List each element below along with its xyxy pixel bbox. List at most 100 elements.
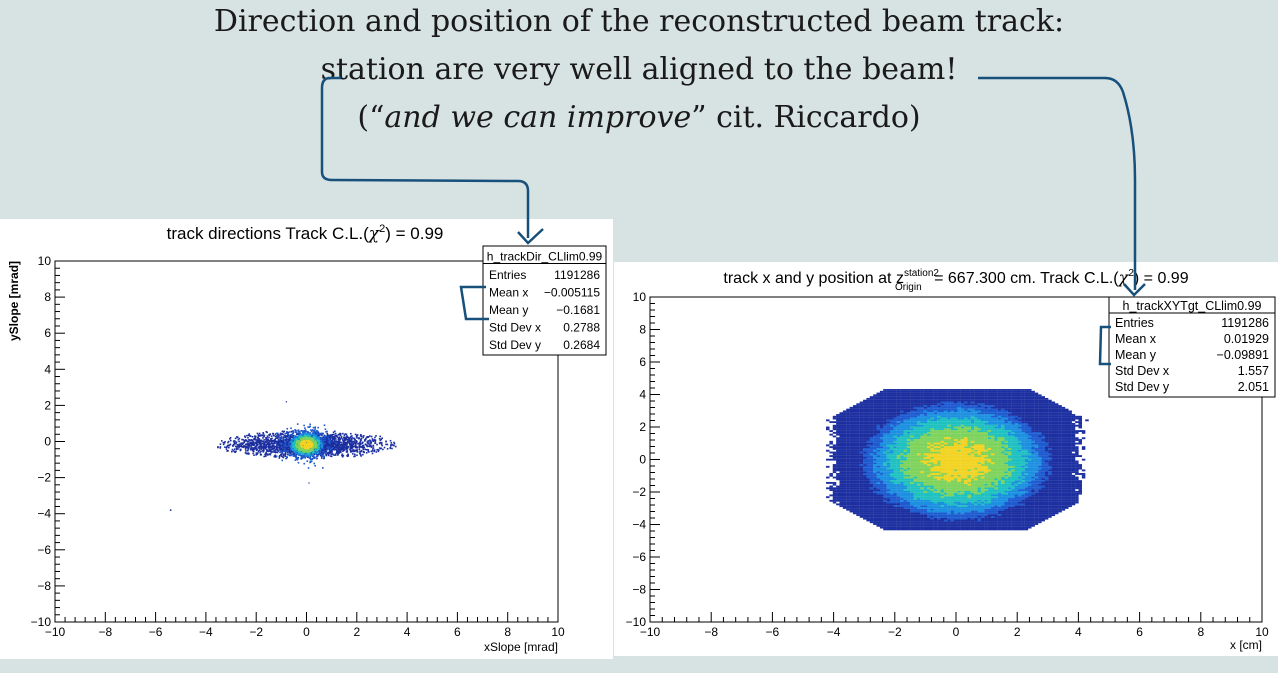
heat-cell xyxy=(312,432,314,435)
heat-cell xyxy=(292,431,295,434)
heat-cell xyxy=(889,414,894,416)
heat-cell xyxy=(839,449,844,452)
heat-cell xyxy=(329,452,331,455)
heat-cell xyxy=(836,453,840,456)
heat-cell xyxy=(869,421,874,424)
heat-cell xyxy=(869,521,874,524)
heat-cell xyxy=(1001,405,1005,407)
heat-cell xyxy=(940,392,944,395)
heat-cell xyxy=(893,412,897,415)
heat-cell xyxy=(326,432,329,435)
heat-cell xyxy=(362,448,365,451)
heat-cell xyxy=(876,505,881,508)
heat-cell xyxy=(839,499,844,502)
heat-cell xyxy=(348,437,350,440)
heat-cell xyxy=(933,403,938,406)
heat-cell xyxy=(290,447,293,450)
heat-cell xyxy=(287,433,289,436)
heat-cell xyxy=(1021,399,1025,402)
heat-cell xyxy=(351,447,353,450)
heat-cell xyxy=(279,437,282,439)
heat-cell xyxy=(312,447,315,449)
heat-cell xyxy=(842,471,847,474)
heat-cell xyxy=(863,399,867,402)
heat-cell xyxy=(856,453,860,456)
heat-cell xyxy=(896,392,901,395)
heat-cell xyxy=(379,439,382,442)
heat-cell xyxy=(1021,405,1025,407)
heat-cell xyxy=(984,397,988,400)
heat-cell xyxy=(839,446,844,449)
heat-cell xyxy=(910,405,914,407)
heat-cell xyxy=(321,457,323,460)
heat-cell xyxy=(261,434,263,436)
heat-cell xyxy=(1007,514,1012,517)
heat-cell xyxy=(957,396,961,399)
heat-cell xyxy=(980,394,985,397)
heat-cell xyxy=(852,462,857,465)
heat-cell xyxy=(957,397,961,400)
heat-cell xyxy=(859,487,864,490)
heat-cell xyxy=(254,438,256,441)
heat-cell xyxy=(836,451,840,454)
heat-cell xyxy=(315,429,318,432)
heat-cell xyxy=(1004,405,1008,407)
heat-cell xyxy=(328,441,330,443)
heat-cell xyxy=(287,453,290,456)
heat-cell xyxy=(1014,512,1019,515)
heat-cell xyxy=(859,406,864,409)
heat-cell xyxy=(839,414,844,416)
heat-cell xyxy=(849,426,854,429)
heat-cell xyxy=(370,450,373,453)
heat-cell xyxy=(886,528,891,531)
heat-cell xyxy=(295,429,297,432)
heat-cell xyxy=(859,462,864,465)
heat-cell xyxy=(893,403,897,406)
heat-cell xyxy=(842,440,847,443)
heat-cell xyxy=(342,432,344,435)
heat-cell xyxy=(1007,396,1012,399)
heat-cell xyxy=(920,519,924,522)
heat-cell xyxy=(324,443,326,445)
heat-cell xyxy=(863,464,867,466)
heat-cell xyxy=(889,510,894,513)
heat-cell xyxy=(282,448,285,451)
heat-cell xyxy=(839,465,844,468)
heat-cell xyxy=(886,498,891,500)
heat-cell xyxy=(842,414,847,416)
heat-cell xyxy=(294,446,297,448)
heat-cell xyxy=(869,419,874,422)
heat-cell xyxy=(293,437,296,440)
heat-cell xyxy=(278,455,281,458)
heat-cell xyxy=(977,399,982,402)
heat-cell xyxy=(893,390,897,393)
heat-cell xyxy=(930,403,934,406)
heat-cell xyxy=(869,514,874,517)
heat-cell xyxy=(375,451,378,453)
heat-cell xyxy=(846,410,850,413)
heat-cell xyxy=(1001,510,1005,513)
heat-cell xyxy=(832,494,837,497)
heat-cell xyxy=(879,399,884,402)
heat-cell xyxy=(923,390,928,393)
heat-cell xyxy=(231,448,234,451)
right-chart-title: track x and y position at zstation2 Origi… xyxy=(723,268,1188,293)
heat-cell xyxy=(306,439,309,442)
heat-cell xyxy=(889,417,894,420)
heat-cell xyxy=(304,431,306,433)
heat-cell xyxy=(293,435,296,438)
heat-cell xyxy=(863,406,867,409)
heat-cell xyxy=(846,496,850,499)
heat-cell xyxy=(839,473,844,475)
heat-cell xyxy=(356,448,358,450)
heat-cell xyxy=(832,451,837,454)
heat-cell xyxy=(849,444,854,447)
heat-cell xyxy=(1004,403,1008,406)
heat-cell xyxy=(876,508,881,511)
heat-cell xyxy=(245,439,248,442)
heat-cell xyxy=(351,442,353,445)
heat-cell xyxy=(338,437,340,440)
heat-cell xyxy=(281,441,284,444)
heat-cell xyxy=(390,445,392,447)
y-tick-label: 2 xyxy=(44,398,51,412)
